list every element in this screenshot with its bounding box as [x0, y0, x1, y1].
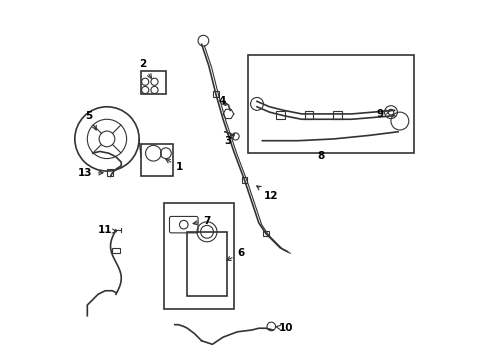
- Bar: [141, 144, 173, 176]
- Bar: [247, 55, 413, 153]
- Text: 5: 5: [85, 111, 96, 130]
- Bar: [241, 177, 247, 183]
- Bar: [107, 168, 112, 176]
- Bar: [164, 203, 233, 309]
- Bar: [213, 91, 218, 97]
- Bar: [304, 111, 312, 118]
- Text: 7: 7: [193, 216, 210, 226]
- Text: 10: 10: [275, 323, 292, 333]
- Text: 4: 4: [218, 96, 225, 107]
- Text: 13: 13: [78, 168, 103, 178]
- Text: 6: 6: [226, 248, 244, 260]
- Bar: [141, 71, 165, 94]
- Text: 8: 8: [317, 150, 324, 161]
- Bar: [263, 231, 268, 237]
- Bar: [275, 111, 284, 118]
- Text: 3: 3: [224, 134, 234, 146]
- Text: 1: 1: [165, 159, 183, 172]
- Bar: [332, 111, 341, 118]
- Bar: [112, 248, 120, 253]
- Bar: [187, 232, 226, 296]
- Text: 9: 9: [376, 109, 389, 119]
- Text: 11: 11: [98, 225, 116, 235]
- Text: 2: 2: [139, 59, 151, 78]
- Text: 12: 12: [256, 186, 278, 201]
